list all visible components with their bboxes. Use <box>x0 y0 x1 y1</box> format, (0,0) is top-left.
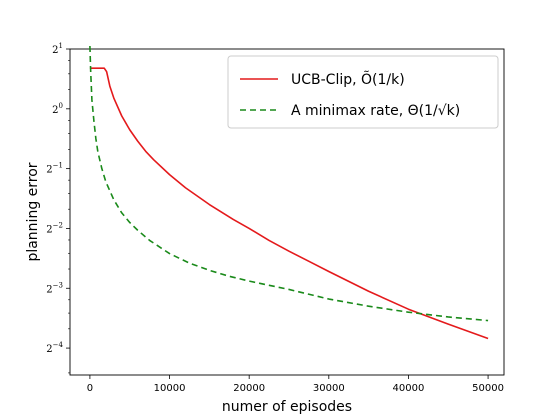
y-tick-label: 21 <box>52 42 63 56</box>
series-line-minimax <box>89 45 489 322</box>
y-tick-label: 2−2 <box>46 221 63 235</box>
y-tick-label: 2−3 <box>46 281 63 295</box>
y-tick-label: 20 <box>52 102 63 116</box>
legend-label-minimax: A minimax rate, Θ(1/√k) <box>291 103 460 119</box>
x-tick-label: 10000 <box>154 383 186 394</box>
y-axis-ticks: 21 20 2−1 2−2 2−3 2−4 <box>46 42 70 374</box>
x-tick-label: 40000 <box>393 383 425 394</box>
x-tick-label: 0 <box>87 383 93 394</box>
plot-frame <box>69 48 505 376</box>
y-axis-label: planning error <box>25 162 41 261</box>
y-tick-label: 2−4 <box>46 341 63 355</box>
series-line-ucb-clip <box>89 67 489 340</box>
legend: UCB-Clip, Õ(1/k) A minimax rate, Θ(1/√k) <box>227 55 499 129</box>
x-tick-label: 30000 <box>313 383 345 394</box>
x-axis-ticks: 0 10000 20000 30000 40000 50000 <box>87 375 504 394</box>
series-layer <box>89 45 489 340</box>
legend-box <box>227 55 499 129</box>
x-tick-label: 20000 <box>233 383 265 394</box>
legend-label-ucb-clip: UCB-Clip, Õ(1/k) <box>291 71 405 88</box>
x-tick-label: 50000 <box>472 383 504 394</box>
x-axis-label: numer of episodes <box>222 399 352 415</box>
y-tick-label: 2−1 <box>46 162 63 176</box>
